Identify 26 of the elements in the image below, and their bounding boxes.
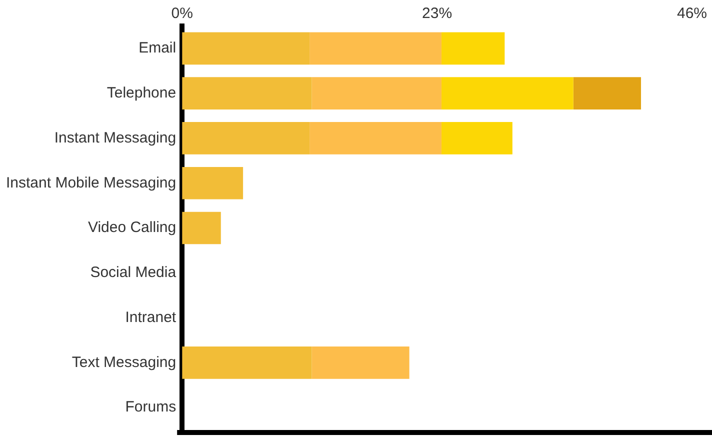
bar <box>441 122 512 154</box>
y-tick-label: Instant Messaging <box>54 129 176 146</box>
y-tick-label: Text Messaging <box>72 354 176 371</box>
bar <box>310 122 442 154</box>
y-tick-label: Telephone <box>106 84 176 102</box>
y-tick-label: Instant Mobile Messaging <box>6 174 176 192</box>
x-tick-label: 0% <box>171 5 193 22</box>
bar <box>182 346 312 379</box>
y-tick-label: Social Media <box>90 264 177 282</box>
y-tick-label: Intranet <box>125 308 177 326</box>
bar <box>573 77 642 110</box>
bar <box>182 32 310 65</box>
bar <box>182 212 221 244</box>
bar <box>182 166 244 200</box>
x-tick-label: 23% <box>422 5 452 22</box>
y-tick-label: Forums <box>125 398 176 416</box>
bar <box>182 77 312 110</box>
bar <box>312 346 410 379</box>
x-tick-label: 46% <box>676 5 708 22</box>
bar <box>182 122 310 154</box>
bar <box>441 77 574 110</box>
bar <box>312 77 442 110</box>
y-tick-label: Video Calling <box>88 219 176 236</box>
bar <box>441 32 505 65</box>
y-tick-label: Email <box>138 40 176 57</box>
bar <box>310 32 442 65</box>
